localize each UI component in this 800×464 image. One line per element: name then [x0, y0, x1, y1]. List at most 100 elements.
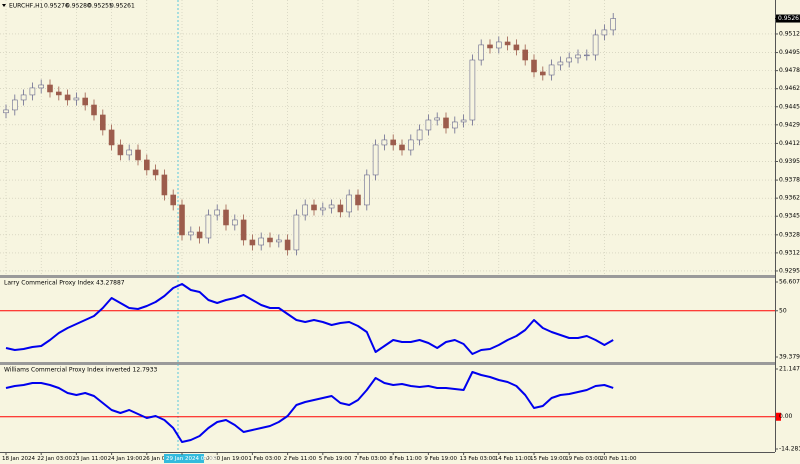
candle-body	[407, 139, 414, 151]
candle-body	[539, 71, 546, 76]
x-tick-label: 2 Feb 11:00	[284, 456, 317, 462]
candle-body	[29, 87, 36, 96]
candle-body	[179, 204, 185, 236]
y-tick-label: -14.2836	[779, 446, 800, 453]
last-price-label: 0.95261	[778, 15, 800, 22]
y-tick-label: 0.93955	[779, 158, 800, 165]
candle-body	[487, 44, 493, 49]
y-tick-label: 0.93455	[779, 213, 800, 220]
candle-body	[425, 119, 432, 131]
candle-body	[583, 54, 590, 57]
y-tick-label: 0.94785	[779, 67, 800, 74]
candle-body	[319, 207, 326, 211]
x-tick-label: 22 Jan 03:00	[37, 456, 72, 462]
candle-body	[47, 84, 53, 93]
candle-body	[232, 219, 238, 226]
crosshair-label: 29 Jan 2024 07:00	[166, 456, 217, 462]
candle-body	[504, 41, 511, 46]
candle-body	[355, 194, 361, 206]
candle-body	[601, 29, 608, 36]
candle-body	[390, 139, 397, 146]
candle-body	[117, 144, 124, 156]
x-tick-label: 1 Feb 03:00	[248, 456, 281, 462]
x-tick-label: 9 Feb 19:00	[424, 456, 457, 462]
candle-body	[188, 231, 194, 236]
candle-body	[531, 59, 537, 73]
candle-body	[381, 139, 388, 146]
crosshair-label-bg	[164, 454, 204, 463]
candle-body	[267, 237, 273, 243]
candle-body	[434, 117, 441, 121]
candle-body	[372, 144, 379, 176]
ohlc-high: 0.95280	[66, 3, 91, 10]
candle-body	[249, 239, 256, 246]
candle-body	[478, 44, 485, 61]
menu-arrow[interactable]	[2, 4, 6, 7]
x-tick-label: 20 Feb 11:00	[600, 456, 637, 462]
candle-body	[337, 204, 344, 213]
candle-body	[82, 97, 88, 106]
y-tick-label: 0.9495	[779, 49, 800, 56]
candle-body	[610, 18, 617, 31]
y-tick-label: 39.37927	[779, 354, 800, 361]
candle-body	[223, 209, 229, 226]
candle-body	[416, 129, 423, 141]
candle-body	[399, 144, 405, 151]
candle-body	[346, 194, 353, 213]
candle-body	[170, 194, 176, 206]
x-tick-label: 26 Jan 03:00	[143, 456, 178, 462]
candle-body	[302, 204, 309, 216]
x-tick-label: 8 Feb 11:00	[389, 456, 422, 462]
candle-body	[91, 104, 97, 116]
candle-body	[284, 239, 291, 251]
candle-body	[55, 91, 62, 96]
ohlc-low: 0.95255	[88, 3, 113, 10]
x-tick-label: 7 Feb 03:00	[354, 456, 387, 462]
x-tick-label: 30 Jan 19:00	[213, 456, 248, 462]
indicator-line	[5, 371, 614, 443]
last-price-tag	[776, 14, 800, 23]
candle-body	[126, 149, 132, 156]
candle-body	[363, 174, 370, 206]
candle-body	[73, 97, 80, 101]
ohlc-open: 0.95276	[44, 3, 69, 10]
candle-body	[135, 149, 141, 161]
x-tick-label: 24 Jan 19:00	[108, 456, 143, 462]
y-tick-label: 50	[779, 307, 787, 314]
candle-body	[161, 174, 168, 196]
candle-body	[64, 94, 71, 101]
candle-body	[328, 204, 335, 209]
candle-body	[566, 57, 573, 63]
y-tick-label: 0.93785	[779, 177, 800, 184]
x-tick-label: 13 Feb 03:00	[460, 456, 497, 462]
x-tick-label: 18 Jan 2024	[2, 456, 35, 462]
candle-body	[240, 219, 247, 241]
candle-body	[38, 84, 45, 89]
x-tick-label: 19 Feb 03:00	[565, 456, 602, 462]
candle-body	[557, 61, 564, 66]
candle-body	[513, 44, 520, 51]
candle-body	[469, 59, 476, 121]
candle-body	[451, 121, 458, 129]
x-tick-label: 15 Feb 19:00	[530, 456, 567, 462]
candle-body	[144, 159, 150, 171]
x-tick-label: 5 Feb 19:00	[319, 456, 352, 462]
ohlc-close: 0.95261	[110, 3, 135, 10]
level-tag	[776, 412, 781, 421]
pane-separator	[0, 275, 775, 278]
symbol-title: EURCHF,H1	[9, 3, 44, 10]
candle-body	[311, 204, 317, 211]
x-tick-label: 23 Jan 11:00	[72, 456, 107, 462]
candle-body	[3, 109, 9, 114]
indicator-title: Williams Commercial Proxy Index inverted…	[4, 367, 158, 374]
candle-body	[575, 54, 581, 59]
candle-body	[214, 209, 220, 216]
